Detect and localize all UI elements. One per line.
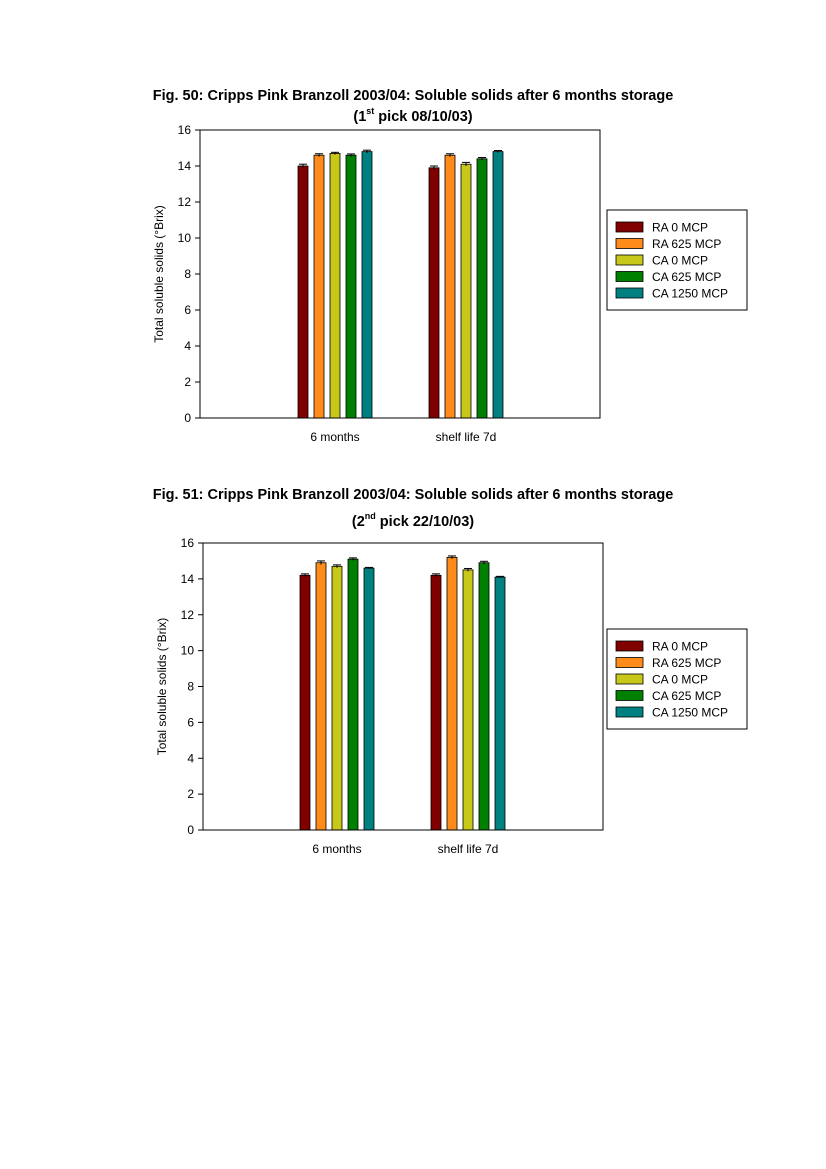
y-tick-label: 6	[184, 303, 191, 317]
x-category-label: 6 months	[312, 842, 361, 856]
legend-swatch	[615, 690, 644, 701]
bar-ra-625-mcp	[446, 556, 458, 831]
bar-ca-0-mcp	[331, 565, 343, 831]
y-axis-label: Total soluble solids (°Brix)	[152, 205, 166, 343]
title-post: pick 22/10/03)	[375, 514, 475, 530]
legend-swatch	[615, 271, 644, 282]
y-tick-label: 0	[184, 411, 191, 425]
legend-swatch	[615, 673, 644, 685]
y-tick-label: 14	[181, 572, 195, 586]
y-tick-label: 12	[178, 195, 192, 209]
legend-label: CA 0 MCP	[652, 254, 708, 268]
legend-swatch	[615, 640, 644, 652]
x-category-label: 6 months	[310, 430, 359, 444]
y-tick-label: 4	[184, 339, 191, 353]
figure-51-title: Fig. 51: Cripps Pink Branzoll 2003/04: S…	[0, 485, 826, 533]
plot-frame	[202, 542, 604, 831]
y-tick-label: 10	[178, 231, 192, 245]
legend-label: RA 625 MCP	[652, 656, 721, 670]
legend-label: RA 0 MCP	[652, 640, 708, 654]
chart-figure-51: 0 2 4 6 8 10 12 14 16 Total soluble solids (°Brix…	[155, 536, 748, 856]
plot-frame	[199, 129, 601, 419]
y-tick-label: 0	[187, 823, 194, 837]
legend-label: CA 625 MCP	[652, 270, 721, 284]
x-category-label: shelf life 7d	[438, 842, 499, 856]
bar-ca-625-mcp	[347, 558, 359, 831]
figure-title-line2: (1st pick 08/10/03)	[0, 107, 826, 128]
bar-ca-625-mcp	[478, 562, 490, 831]
legend-label: RA 0 MCP	[652, 221, 708, 235]
x-category-label: shelf life 7d	[436, 430, 497, 444]
legend-swatch	[615, 238, 644, 249]
bar-ca-0-mcp	[462, 569, 474, 831]
y-tick-label: 16	[178, 123, 192, 137]
legend-label: CA 625 MCP	[652, 689, 721, 703]
legend-swatch	[615, 254, 644, 266]
legend-swatch	[615, 706, 644, 718]
y-tick-label: 4	[187, 751, 194, 765]
title-post: pick 08/10/03)	[374, 109, 473, 125]
legend-label: CA 0 MCP	[652, 673, 708, 687]
legend-label: RA 625 MCP	[652, 237, 721, 251]
title-pre: (2	[351, 514, 365, 530]
y-tick-label: 10	[181, 644, 195, 658]
y-tick-label: 16	[181, 536, 195, 550]
legend-swatch	[615, 657, 644, 668]
figure-title-line1: Fig. 51: Cripps Pink Branzoll 2003/04: S…	[152, 487, 674, 503]
bar-ca-1250-mcp	[363, 567, 375, 831]
title-pre: (1	[353, 109, 367, 125]
y-tick-label: 14	[178, 159, 192, 173]
title-sup: nd	[364, 511, 376, 522]
bar-ra-625-mcp	[315, 562, 327, 831]
chart-figure-50: 0 2 4 6 8 10 12 14 16 Total soluble solids (°Brix…	[152, 123, 748, 444]
legend-label: CA 1250 MCP	[652, 287, 728, 301]
legend-label: CA 1250 MCP	[652, 706, 728, 720]
figure-title-line1: Fig. 50: Cripps Pink Branzoll 2003/04: S…	[152, 88, 674, 104]
bar-ra-0-mcp	[299, 574, 311, 831]
y-tick-label: 8	[187, 680, 194, 694]
y-tick-label: 2	[187, 787, 194, 801]
y-tick-label: 2	[184, 375, 191, 389]
figure-50-title: Fig. 50: Cripps Pink Branzoll 2003/04: S…	[0, 86, 826, 128]
figure-title-line2: (2nd pick 22/10/03)	[0, 512, 826, 533]
title-sup: st	[366, 106, 375, 117]
y-tick-label: 12	[181, 608, 195, 622]
bar-ca-1250-mcp	[494, 576, 506, 831]
bar-ra-0-mcp	[430, 574, 442, 831]
y-axis-label: Total soluble solids (°Brix)	[155, 618, 169, 756]
y-tick-label: 6	[187, 715, 194, 729]
y-tick-label: 8	[184, 267, 191, 281]
legend-swatch	[615, 287, 644, 299]
legend-swatch	[615, 221, 644, 233]
